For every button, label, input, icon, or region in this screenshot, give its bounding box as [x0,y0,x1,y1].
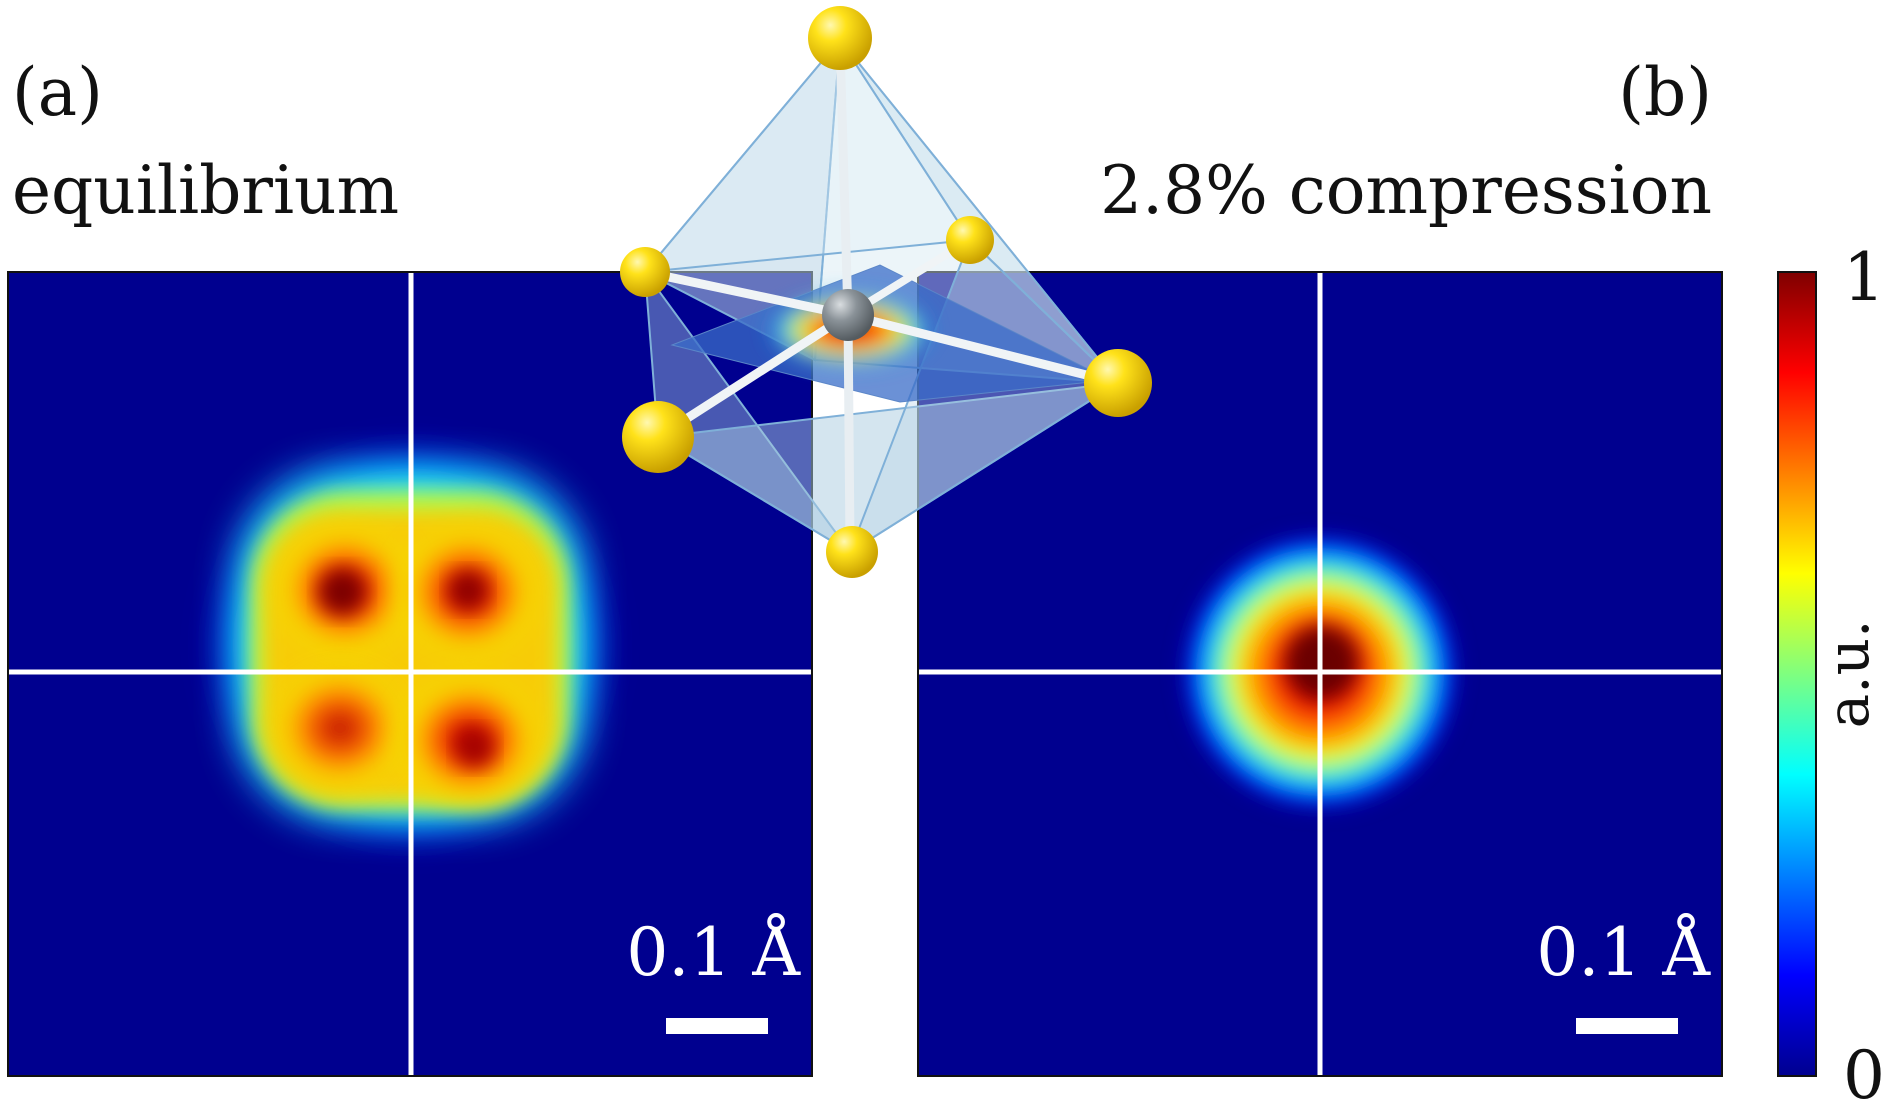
octahedron-illustration [620,6,1152,578]
ligand-atom-top [808,6,872,70]
central-atom [822,289,874,341]
panel-b-label: (b) [1618,54,1712,131]
panel-a-frame [7,271,813,1077]
panel-a-label: (a) [12,54,103,131]
ligand-atom-right [1084,349,1152,417]
ligand-atom-left [620,247,670,297]
ligand-atom-bottom [826,526,878,578]
panel-a-title: equilibrium [12,152,400,229]
panel-a-scale-bar [666,1018,768,1034]
colorbar-axis-label: a.u. [1814,620,1882,729]
ligand-atom-front [622,401,694,473]
colorbar: 1 0 a.u. [1777,239,1885,1108]
colorbar-max-label: 1 [1843,239,1885,316]
colorbar-gradient [1777,271,1817,1077]
panel-b-map: 0.1 Å [917,271,1723,1077]
panel-a-scale-text: 0.1 Å [626,914,801,991]
panel-b-title: 2.8% compression [1100,152,1712,229]
panel-b-scale-text: 0.1 Å [1536,914,1711,991]
colorbar-min-label: 0 [1843,1037,1885,1108]
panel-b-scale-bar [1576,1018,1678,1034]
panel-a-map: 0.1 Å [7,271,813,1077]
panel-b-frame [917,271,1723,1077]
ligand-atom-back [946,216,994,264]
